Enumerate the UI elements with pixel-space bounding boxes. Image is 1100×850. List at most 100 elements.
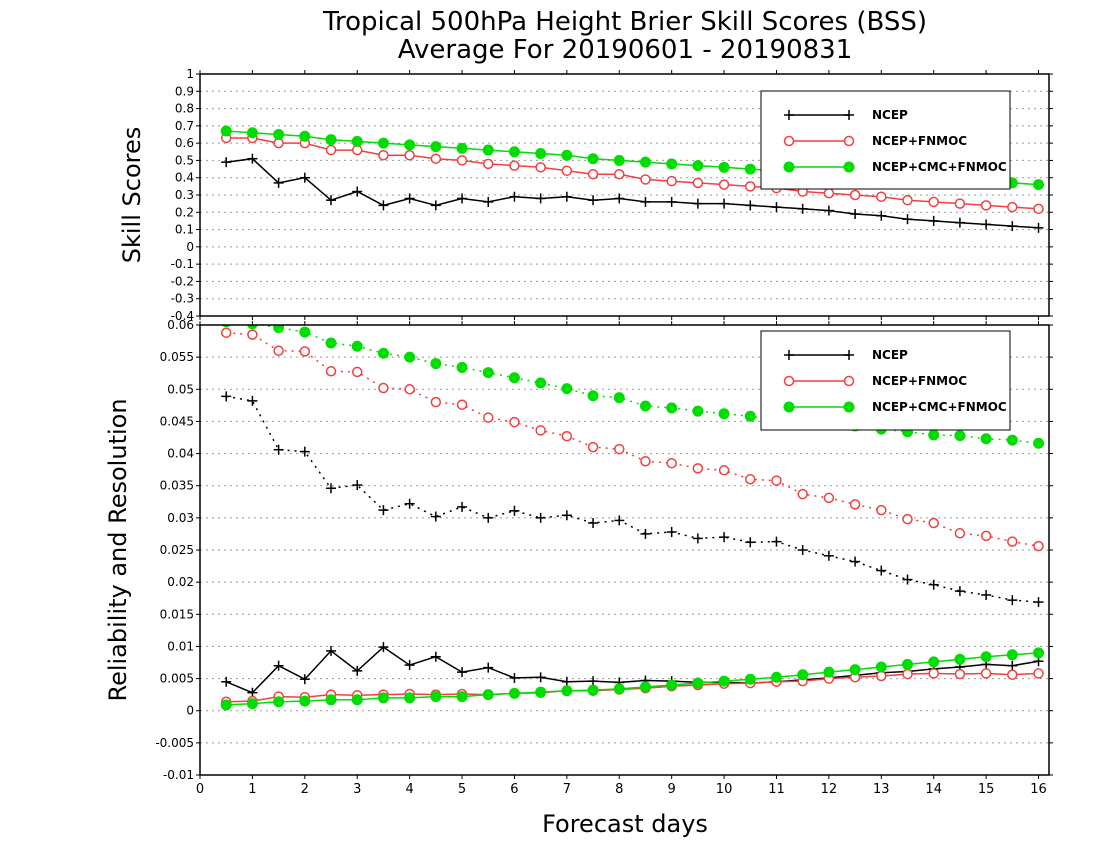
top-series-ncep-fnmoc-point [378, 149, 389, 161]
legend-marker-start [783, 401, 795, 413]
top-y-tick-label: -0.4 [171, 309, 194, 323]
top-y-tick-label: 0.1 [175, 223, 194, 237]
bottom-series-ncep-fnmoc-resolution-point [404, 384, 415, 395]
top-series-ncep-point [771, 202, 782, 213]
bottom-series-ncep-cmc-fnmoc-reliability-point [246, 698, 258, 710]
top-series-ncep-fnmoc-point [902, 194, 913, 206]
top-series-ncep-point [614, 193, 625, 204]
bottom-series-ncep-resolution-point [981, 590, 992, 600]
top-series-ncep-fnmoc-point [561, 165, 573, 177]
x-tick-label: 2 [301, 782, 309, 797]
bottom-series-ncep-cmc-fnmoc-resolution-point [456, 361, 468, 373]
x-tick-label: 15 [978, 782, 995, 797]
bottom-series-ncep-resolution-point [561, 510, 572, 521]
bottom-series-ncep-resolution-point [902, 574, 913, 585]
top-series-ncep-fnmoc-point [430, 153, 442, 164]
top-y-axis-title: Skill Scores [118, 127, 146, 264]
top-series-ncep-cmc-fnmoc-point [404, 139, 416, 151]
bottom-series-ncep-fnmoc-resolution [220, 327, 1044, 552]
top-series-ncep-fnmoc-point [692, 177, 704, 189]
bottom-series-ncep-fnmoc-resolution-point [666, 457, 677, 469]
bottom-series-ncep-reliability-point [352, 665, 363, 676]
bottom-series-ncep-cmc-fnmoc-reliability-point [273, 696, 285, 708]
x-tick-label: 0 [196, 782, 204, 797]
top-series-ncep-fnmoc-point [640, 174, 651, 185]
bottom-series-ncep-resolution-point [823, 550, 834, 561]
top-y-tick-label: 0.2 [175, 205, 194, 219]
top-series-ncep-fnmoc [220, 132, 1044, 215]
top-series-ncep-fnmoc-point [535, 162, 546, 173]
x-axis-title: Forecast days [542, 810, 708, 838]
top-series-ncep-fnmoc-point [614, 169, 625, 180]
top-series-ncep-cmc-fnmoc-point [561, 149, 573, 161]
bottom-series-ncep-cmc-fnmoc-reliability-point [299, 695, 311, 707]
x-tick-label: 16 [1030, 782, 1047, 797]
bottom-series-ncep-fnmoc-resolution-point [535, 425, 546, 436]
bottom-series-ncep-fnmoc-reliability-point [876, 670, 887, 682]
top-series-ncep-point [326, 195, 337, 206]
top-series-ncep-point [352, 186, 363, 197]
top-series-ncep-cmc-fnmoc-point [430, 141, 442, 153]
bottom-series-ncep-fnmoc-resolution-point [1007, 536, 1018, 547]
top-y-tick-label: 0 [186, 240, 194, 254]
bottom-series-ncep-resolution-point [797, 545, 808, 555]
bottom-series-ncep-reliability-point [457, 667, 468, 678]
bottom-series-ncep-fnmoc-resolution-point [430, 396, 442, 408]
bottom-series-ncep-fnmoc-resolution-point [456, 399, 468, 410]
top-series-ncep-point [299, 172, 310, 183]
bottom-series-ncep-resolution-point [745, 537, 756, 548]
bottom-series-ncep-fnmoc-reliability-point [1007, 669, 1018, 680]
bottom-series-ncep-cmc-fnmoc-resolution-point [299, 326, 311, 338]
bottom-series-ncep-resolution-point [1033, 597, 1044, 608]
bottom-series-ncep-resolution-point [378, 505, 389, 516]
bottom-y-tick-label: -0.005 [155, 736, 194, 750]
top-series-ncep-point [561, 191, 572, 202]
bottom-series-ncep-resolution-point [273, 444, 284, 455]
bottom-y-tick-label: 0.005 [160, 672, 194, 686]
top-series-ncep-point [430, 200, 441, 211]
bottom-series-ncep-cmc-fnmoc-reliability-point [744, 673, 756, 685]
top-series-ncep-cmc-fnmoc-point [377, 137, 389, 149]
bottom-series-ncep-fnmoc-resolution-point [823, 492, 835, 504]
bottom-series-ncep-fnmoc-resolution-point [351, 366, 363, 378]
top-series-ncep-cmc-fnmoc-point [482, 144, 494, 156]
top-series-ncep-cmc-fnmoc-point [351, 135, 363, 147]
bottom-series-ncep-fnmoc-reliability-point [928, 668, 939, 679]
bottom-series-ncep-cmc-fnmoc-reliability-point [980, 651, 992, 663]
bottom-series-ncep-cmc-fnmoc-resolution-point [508, 372, 520, 384]
bottom-series-ncep-resolution-point [221, 391, 232, 402]
bottom-series-ncep-cmc-fnmoc-resolution-point [1033, 437, 1045, 449]
top-series-ncep-point [666, 196, 677, 207]
bottom-y-tick-label: -0.01 [163, 768, 194, 782]
bottom-series-ncep-cmc-fnmoc-reliability-point [430, 691, 442, 703]
reliability-resolution-panel: -0.01 -0.005 0 0.005 0.01 0.015 0.02 0.025 0.03 0… [104, 318, 1053, 797]
bottom-series-ncep-reliability-point [299, 674, 310, 685]
bottom-series-ncep-cmc-fnmoc-reliability-point [1033, 647, 1045, 659]
bottom-series-ncep-fnmoc-resolution-point [299, 346, 311, 357]
bottom-y-tick-label: 0.05 [167, 382, 194, 396]
top-series-ncep-fnmoc-point [1033, 203, 1044, 215]
bottom-series-ncep-resolution-point [483, 512, 494, 523]
bottom-legend-item-ncep-fnmoc: NCEP+FNMOC [783, 374, 967, 388]
legend-marker-end [843, 135, 855, 147]
bottom-series-ncep-fnmoc-resolution-point [876, 504, 887, 516]
bottom-series-ncep-cmc-fnmoc-reliability-point [875, 661, 887, 673]
top-series-ncep-point [1007, 221, 1018, 232]
top-series-ncep-fnmoc-point [980, 200, 992, 211]
bottom-series-ncep-resolution-line [226, 395, 1039, 603]
top-series-ncep-fnmoc-point [876, 191, 887, 202]
top-series-ncep-point [483, 196, 494, 207]
bottom-series-ncep-cmc-fnmoc-reliability-point [823, 666, 835, 678]
bottom-series-ncep-cmc-fnmoc-resolution-point [587, 390, 599, 402]
top-series-ncep-point [719, 198, 730, 209]
legend-marker-end [843, 161, 855, 173]
bottom-y-tick-label: 0.01 [167, 639, 194, 653]
bottom-series-ncep-fnmoc-resolution-point [614, 443, 625, 455]
top-series-ncep-point [378, 200, 389, 211]
top-series-ncep-cmc-fnmoc-point [613, 154, 625, 166]
legend-label: NCEP [872, 348, 908, 362]
top-series-ncep-fnmoc-point [849, 189, 861, 201]
legend-label: NCEP+FNMOC [872, 374, 967, 388]
bottom-y-tick-label: 0.055 [160, 350, 194, 364]
